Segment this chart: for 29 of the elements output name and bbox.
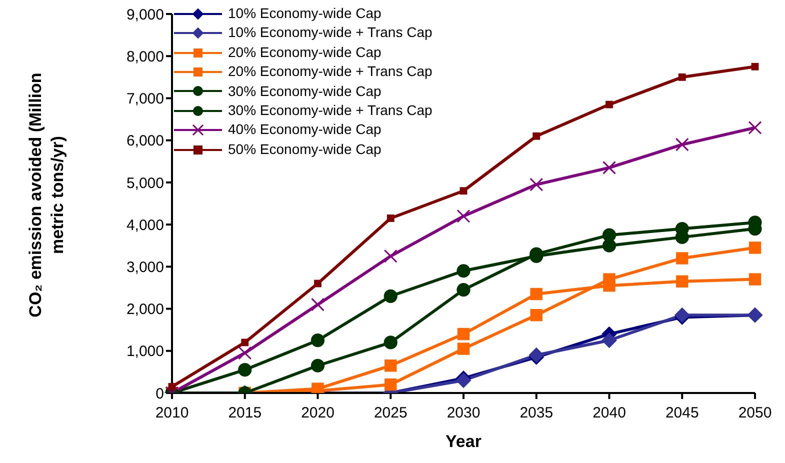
- x-tick-label: 2015: [228, 404, 262, 422]
- legend-label: 20% Economy-wide Cap: [228, 42, 382, 62]
- y-tick-label: 5,000: [126, 174, 164, 192]
- x-axis-title: Year: [444, 432, 482, 452]
- legend-label: 20% Economy-wide + Trans Cap: [228, 62, 432, 82]
- y-tick-label: 2,000: [126, 301, 164, 318]
- y-tick-label: 4,000: [126, 216, 164, 234]
- legend-label: 40% Economy-wide Cap: [228, 120, 382, 140]
- legend-label: 10% Economy-wide Cap: [228, 4, 382, 23]
- legend-label: 30% Economy-wide + Trans Cap: [228, 101, 432, 120]
- x-tick-label: 2035: [520, 404, 554, 422]
- y-tick-label: 9,000: [126, 6, 164, 24]
- x-tick-label: 2040: [592, 404, 626, 422]
- y-tick-label: 1,000: [126, 343, 164, 360]
- x-tick-label: 2020: [301, 404, 334, 422]
- x-tick-label: 2025: [374, 404, 408, 422]
- legend-label: 50% Economy-wide Cap: [228, 140, 382, 159]
- x-tick-label: 2030: [446, 404, 480, 422]
- y-tick-label: 7,000: [126, 90, 164, 108]
- x-tick-label: 2045: [665, 404, 699, 422]
- y-axis-title: CO₂ emission avoided (Million metric tons/yr): [25, 72, 68, 320]
- y-tick-label: 3,000: [126, 258, 164, 276]
- y-tick-label: 6,000: [126, 132, 164, 150]
- y-tick-label: 0: [156, 385, 164, 402]
- legend-label: 10% Economy-wide + Trans Cap: [228, 23, 432, 42]
- y-tick-label: 8,000: [126, 48, 164, 66]
- legend-label: 30% Economy-wide Cap: [228, 82, 382, 101]
- x-tick-label: 2010: [155, 404, 189, 422]
- x-tick-label: 2050: [738, 404, 772, 422]
